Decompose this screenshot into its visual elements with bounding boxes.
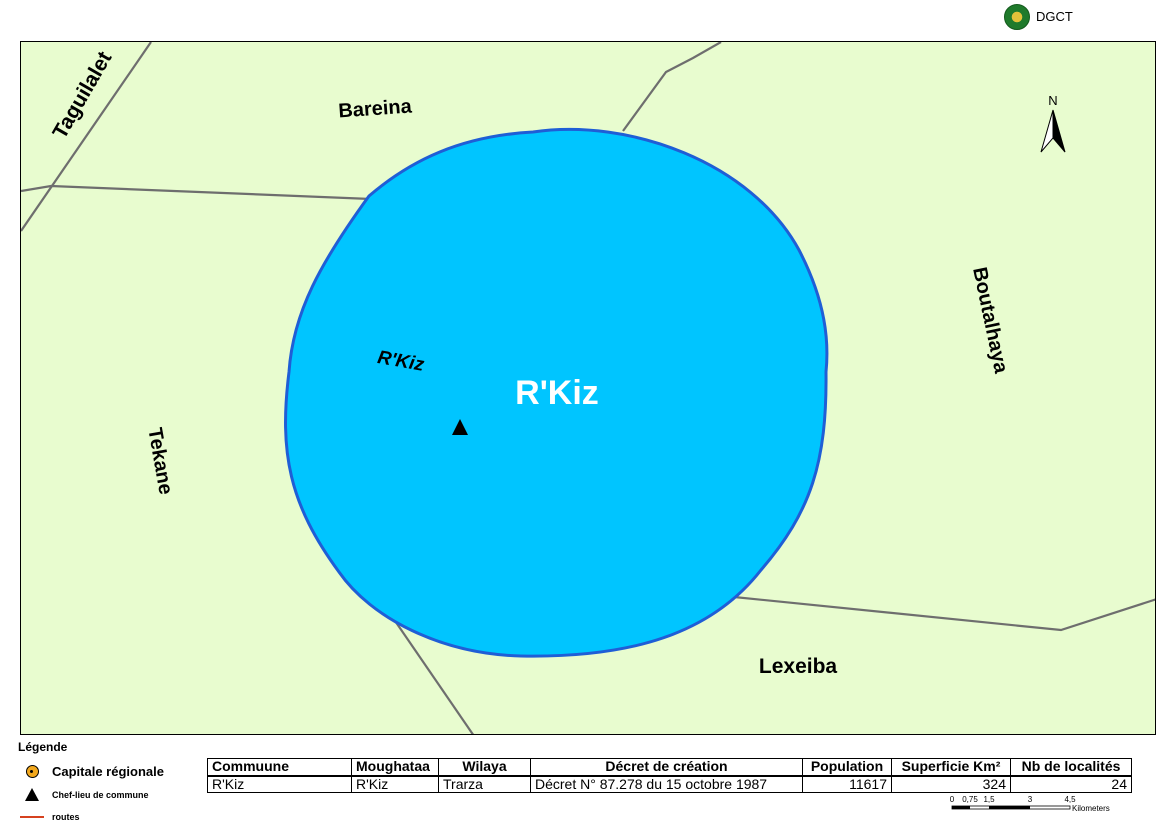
boundary-southeast <box>733 595 1155 632</box>
header-population: Population <box>802 758 892 776</box>
legend-item-routes: routes <box>20 812 80 822</box>
cell-wilaya: Trarza <box>438 775 531 793</box>
north-arrow-icon: N <box>1040 93 1066 153</box>
commune-info-table: Commuune Moughataa Wilaya Décret de créa… <box>207 758 1132 793</box>
cell-population: 11617 <box>802 775 892 793</box>
boundary-north <box>21 184 372 201</box>
cell-superficie: 324 <box>891 775 1011 793</box>
scale-tick-1: 0,75 <box>962 795 978 804</box>
legend-item-label: routes <box>52 812 80 822</box>
table-row: R'Kiz R'Kiz Trarza Décret N° 87.278 du 1… <box>207 775 1132 793</box>
triangle-icon <box>20 788 44 801</box>
scale-tick-0: 0 <box>950 795 955 804</box>
commune-polygon <box>284 127 829 658</box>
header-wilaya: Wilaya <box>438 758 531 776</box>
cell-commune: R'Kiz <box>207 775 352 793</box>
header-logo <box>1004 4 1030 30</box>
scale-tick-4: 4,5 <box>1064 795 1076 804</box>
header-localites: Nb de localités <box>1010 758 1132 776</box>
regional-capital-icon <box>20 765 44 778</box>
scale-tick-3: 3 <box>1028 795 1033 804</box>
legend-item-label: Capitale régionale <box>52 764 164 779</box>
boundary-taguilalet <box>21 42 152 232</box>
cell-decret: Décret N° 87.278 du 15 octobre 1987 <box>530 775 803 793</box>
header-decret: Décret de création <box>530 758 803 776</box>
chef-lieu-marker <box>452 419 468 435</box>
header-superficie: Superficie Km² <box>891 758 1011 776</box>
map-frame: R'Kiz R'Kiz Bareina Taguilalet Boutalhay… <box>20 41 1156 735</box>
header-moughataa: Moughataa <box>351 758 439 776</box>
table-header-row: Commuune Moughataa Wilaya Décret de créa… <box>207 758 1132 776</box>
label-commune: R'Kiz <box>515 374 599 412</box>
legend-title: Légende <box>18 740 68 754</box>
header-org: DGCT <box>1036 9 1073 24</box>
scale-tick-2: 1,5 <box>983 795 995 804</box>
road-line-icon <box>20 816 44 818</box>
legend-item-label: Chef-lieu de commune <box>52 789 149 800</box>
scale-unit: Kilometers <box>1072 804 1110 813</box>
north-arrow-label: N <box>1048 93 1057 108</box>
header-commune: Commuune <box>207 758 352 776</box>
legend-item-capital: Capitale régionale <box>20 764 164 779</box>
label-lexeiba: Lexeiba <box>759 655 838 678</box>
map-canvas: R'Kiz R'Kiz Bareina Taguilalet Boutalhay… <box>21 42 1155 734</box>
label-bareina: Bareina <box>338 95 414 122</box>
cell-localites: 24 <box>1010 775 1132 793</box>
legend-item-chef-lieu: Chef-lieu de commune <box>20 788 149 801</box>
cell-moughataa: R'Kiz <box>351 775 439 793</box>
boundary-northeast <box>622 42 722 132</box>
scale-bar: 0 0,75 1,5 3 4,5 Kilometers <box>950 795 1110 813</box>
